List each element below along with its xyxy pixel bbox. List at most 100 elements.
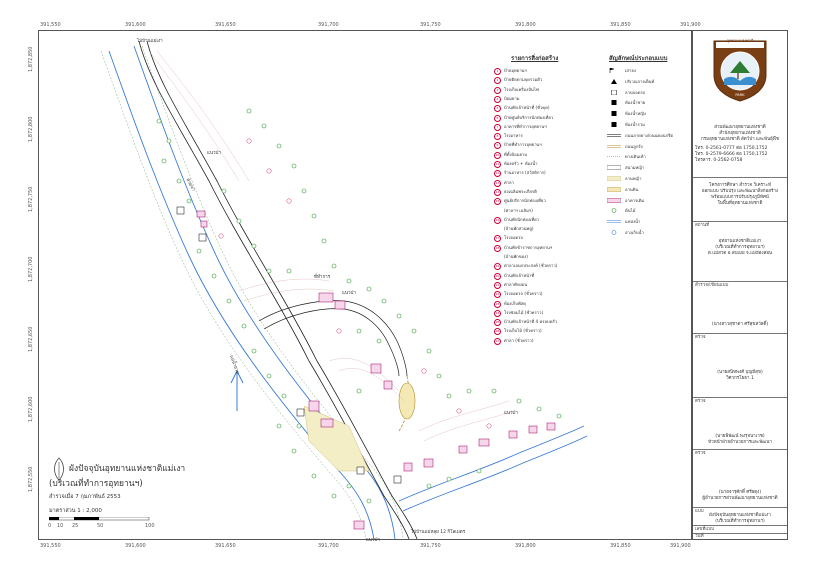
coord-left-0: 1,872,850 [28,46,34,72]
coord-top-7: 391,900 [680,22,701,28]
court-icon [607,187,621,192]
tb-date-row: วันที่ [693,533,787,540]
sheet-no-label: เลขที่แบบ [695,527,714,532]
coord-left-3: 1,872,700 [28,256,34,282]
logo-top-text: อุทยานแห่งชาติ [726,38,754,43]
map-parking-icons [176,206,402,484]
contact-line-2: โทร. 0-2579-6666 ต่อ 1750,1752 [695,152,768,157]
coord-bottom-5: 391,800 [515,543,536,549]
project-line-2: ออกแบบ ปรับปรุง และพัฒนาสิ่งก่อสร้าง [701,189,779,194]
contact-line-3: โทรสาร. 0-2562-0758 [695,158,743,163]
building-markers [218,138,492,429]
drawing-line-2: (บริเวณที่ทำการอุทยานฯ) [715,519,765,524]
road-paved-icon [607,133,621,137]
coord-top-6: 391,850 [610,22,631,28]
road-label-south: ไปบ้านแม่หลุย 12 กิโลเมตร [411,530,466,535]
park-mark-icon [54,457,64,481]
check1-head: ตรวจ [695,335,706,340]
river [108,45,396,539]
park-logo [713,40,767,102]
forest-label-3: แนวป่า [504,411,518,416]
location-line-1: อุทยานแห่งชาติแม่เงา [718,239,762,244]
coord-bottom-7: 391,900 [670,543,691,549]
tree-icon [611,208,617,214]
buildings-list: 1 ป้ายอุทยานฯ 2 ป้ายติดตามจุดรวมตัว 3 โรงเก… [494,68,558,345]
coord-top-5: 391,800 [515,22,536,28]
coord-top-2: 391,650 [215,22,236,28]
symbols-list: เสาธง บริเวณกางเต็นท์ ลานจอดรถ ห้องน้ำชา… [607,67,691,277]
coord-top-3: 391,700 [318,22,339,28]
coord-top-0: 391,550 [40,22,61,28]
stream-icon [607,156,621,158]
map-date: สำรวจเมื่อ 7 กุมภาพันธ์ 2553 [49,494,121,500]
approve-head: ตรวจ [695,451,706,456]
scale-bar [49,517,150,521]
field-icon [607,165,621,170]
project-line-1: โครงการศึกษา สำรวจ วิเคราะห์ [709,183,771,188]
tb-check2-row: ตรวจ (นายพิพัฒน์ พงรุจนาเวช) หัวหน้าฝ่าย… [693,397,787,450]
tb-survey-row: สำรวจ/เขียนแบบ (นางสาวสุชาดา ศรีสุขสวัสด… [693,281,787,334]
survey-name: (นางสาวสุชาดา ศรีสุขสวัสดิ์) [711,322,769,327]
flow-arrow [230,369,244,411]
project-line-4: ในพื้นที่อุทยานแห่งชาติ [717,201,763,206]
coord-bottom-0: 391,550 [40,543,61,549]
main-road [138,40,418,539]
check1-title: วิศวกรโยธา 1 [726,376,754,381]
map-frame: ไปบ้านแม่เงา ไปบ้านแม่หลุย 12 กิโลเมตร แ… [38,30,692,543]
title-block: อุทยานแห่งชาติ NATIONAL THAILAND PARK ส่… [692,30,788,540]
tb-location-row: สถานที่ อุทยานแห่งชาติแม่เงา (บริเวณที่ท… [693,221,787,272]
coord-top-1: 391,600 [125,22,146,28]
water-icon [607,220,621,223]
toilet-male-icon [611,100,617,106]
scale-tick-100: 100 [145,523,155,529]
coord-left-6: 1,872,550 [28,466,34,492]
coord-left-2: 1,872,750 [28,186,34,212]
yard-icon [607,176,621,181]
pond-icon [611,230,617,235]
tb-project-row: โครงการศึกษา สำรวจ วิเคราะห์ ออกแบบ ปรับ… [693,177,787,222]
road-dirt-icon [607,144,621,148]
map-canvas[interactable] [39,31,691,539]
building-icon [607,197,621,203]
info-icon [611,78,617,84]
scale-tick-50: 50 [97,523,104,529]
parking-icon [611,89,617,95]
forest-label-4: แนวป่า [366,538,380,543]
map-subtitle: (บริเวณที่ทำการอุทยานฯ) [49,479,143,489]
buildings-title: รายการสิ่งก่อสร้าง [511,55,559,62]
map-scale-label: มาตราส่วน 1 : 2,000 [49,508,102,514]
tb-drawing-row: แบบ ผังปัจจุบันอุทยานแห่งชาติแม่เงา (บริ… [693,507,787,526]
toilet-female-icon [611,111,617,117]
grass-area [303,405,370,472]
stream [398,425,588,512]
date-label: วันที่ [695,534,704,539]
dirt-track-oval [398,382,416,420]
coord-bottom-4: 391,750 [420,543,441,549]
approve-name: (นายจารุศักดิ์ ศรีผดุง) [718,490,762,495]
check1-name: (นายสนิทพงศ์ บุญมีสุข) [717,370,763,375]
location-head: สถานที่ [695,223,710,228]
tb-sheet-no-row: เลขที่แบบ [693,525,787,534]
coord-bottom-6: 391,850 [610,543,631,549]
coord-bottom-2: 391,650 [215,543,236,549]
coord-left-1: 1,872,800 [28,116,34,142]
restroom-icon [611,122,617,127]
location-line-3: ต.แม่สวด อ.สบเมย จ.แม่ฮ่องสอน [707,251,773,256]
coord-left-4: 1,872,650 [28,326,34,352]
check2-title: หัวหน้าฝ่ายอำนวยการและพัฒนา [708,440,772,445]
drawing-line-1: ผังปัจจุบันอุทยานแห่งชาติแม่เงา [709,513,771,518]
coord-left-5: 1,872,600 [28,396,34,422]
contours [148,50,515,442]
logo-bottom-text: PARK [735,93,745,97]
scale-tick-10: 10 [57,523,64,529]
coord-bottom-1: 391,600 [125,543,146,549]
coord-bottom-3: 391,700 [318,543,339,549]
road-label-north: ไปบ้านแม่เงา [137,39,163,44]
flag-icon [609,68,615,73]
coord-top-4: 391,750 [420,22,441,28]
check2-name: (นายพิพัฒน์ พงรุจนาเวช) [715,434,765,439]
forest-label-2: แนวป่า [342,291,356,296]
scale-tick-25: 25 [72,523,79,529]
forest-label-1: แนวป่า [207,151,221,156]
